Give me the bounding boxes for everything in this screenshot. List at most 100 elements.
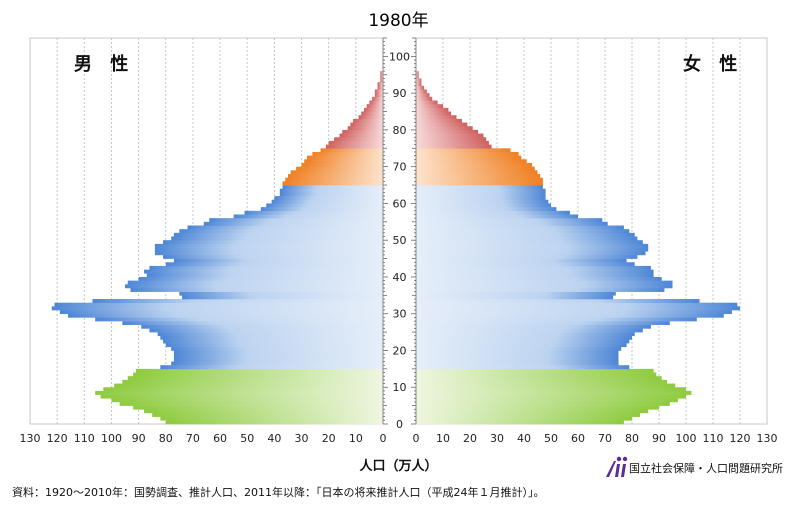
x-tick-female-70: 70 xyxy=(598,432,612,445)
bar-male-age-45 xyxy=(163,254,383,259)
chart-title: 1980年 xyxy=(368,11,429,31)
bar-male-age-16 xyxy=(171,361,383,366)
bar-female-age-95 xyxy=(416,71,419,76)
value-axis: 0 0 10 10 20 20 30 30 40 40 50 50 60 60 70 70 80 80 90 90 10… xyxy=(20,432,778,445)
organization-logo: 国立社会保障・人口問題研究所 xyxy=(604,455,784,479)
bar-male-age-59 xyxy=(266,203,383,208)
bar-female-age-3 xyxy=(416,409,649,414)
x-tick-male-110: 110 xyxy=(74,432,95,445)
bar-female-age-71 xyxy=(416,159,527,164)
bar-male-age-5 xyxy=(119,401,383,406)
bar-male-age-13 xyxy=(133,372,383,377)
bar-male-age-48 xyxy=(154,243,383,248)
x-tick-male-10: 10 xyxy=(349,432,363,445)
bar-male-age-51 xyxy=(173,232,383,237)
bar-female-age-19 xyxy=(416,350,619,355)
bar-female-age-43 xyxy=(416,262,635,267)
bar-female-age-2 xyxy=(416,412,641,417)
bar-male-age-84 xyxy=(361,111,383,116)
bar-female-age-29 xyxy=(416,313,724,318)
bar-female-age-11 xyxy=(416,379,668,384)
x-tick-male-100: 100 xyxy=(101,432,122,445)
bar-male-age-91 xyxy=(377,85,383,90)
bar-male-age-61 xyxy=(274,196,383,201)
bar-male-age-28 xyxy=(95,317,384,322)
bar-female-age-8 xyxy=(416,390,692,395)
bar-female-age-68 xyxy=(416,170,538,175)
bar-female-age-21 xyxy=(416,343,627,348)
x-tick-male-120: 120 xyxy=(47,432,68,445)
bar-male-age-60 xyxy=(271,199,383,204)
bar-female-age-54 xyxy=(416,221,608,226)
bar-male-age-81 xyxy=(350,122,383,127)
bar-female-age-22 xyxy=(416,339,630,344)
bar-male-age-55 xyxy=(209,218,383,223)
bar-female-age-63 xyxy=(416,188,546,193)
bar-female-age-64 xyxy=(416,185,543,190)
bar-female-age-58 xyxy=(416,207,557,212)
bar-female-age-41 xyxy=(416,269,654,274)
bar-female-age-28 xyxy=(416,317,697,322)
bar-male-age-15 xyxy=(160,365,383,370)
bar-female-age-27 xyxy=(416,321,670,326)
bar-male-age-14 xyxy=(135,368,383,373)
x-tick-male-70: 70 xyxy=(186,432,200,445)
age-tick-label-70: 70 xyxy=(393,161,407,174)
bar-female-age-49 xyxy=(416,240,643,245)
x-tick-male-50: 50 xyxy=(240,432,254,445)
x-tick-male-40: 40 xyxy=(267,432,281,445)
bar-male-age-29 xyxy=(68,313,383,318)
bar-male-age-27 xyxy=(122,321,384,326)
x-tick-female-120: 120 xyxy=(730,432,751,445)
bar-female-age-75 xyxy=(416,144,492,149)
bar-female-age-44 xyxy=(416,258,627,263)
x-tick-male-90: 90 xyxy=(132,432,146,445)
bar-male-age-67 xyxy=(287,174,383,178)
female-label: 女 性 xyxy=(683,54,744,75)
bar-female-age-36 xyxy=(416,287,665,292)
bar-female-age-78 xyxy=(416,133,484,138)
bar-male-age-64 xyxy=(282,185,383,190)
bar-female-age-16 xyxy=(416,361,619,366)
age-tick-label-90: 90 xyxy=(393,87,407,100)
bar-male-age-19 xyxy=(173,350,383,355)
bar-female-age-46 xyxy=(416,251,646,256)
bar-male-age-89 xyxy=(374,93,383,98)
bar-female-age-93 xyxy=(416,78,422,83)
bar-male-age-65 xyxy=(282,181,383,186)
bar-male-age-53 xyxy=(187,225,383,230)
bar-female-age-70 xyxy=(416,162,533,167)
ipss-logo-icon xyxy=(606,456,628,477)
bar-female-age-87 xyxy=(416,100,438,105)
bar-female-age-76 xyxy=(416,140,489,145)
bar-male-age-79 xyxy=(342,129,383,134)
bar-female-age-1 xyxy=(416,416,632,421)
bar-male-age-38 xyxy=(127,280,383,285)
x-tick-male-20: 20 xyxy=(322,432,336,445)
bar-female-age-67 xyxy=(416,174,541,178)
x-tick-female-10: 10 xyxy=(436,432,450,445)
male-bars xyxy=(51,71,384,425)
bar-male-age-68 xyxy=(290,170,383,175)
bar-female-age-85 xyxy=(416,107,449,112)
organization-name: 国立社会保障・人口問題研究所 xyxy=(629,462,783,475)
bar-female-age-88 xyxy=(416,96,433,101)
age-tick-label-100: 100 xyxy=(389,50,410,63)
bar-female-age-77 xyxy=(416,137,487,142)
bar-female-age-61 xyxy=(416,196,546,201)
bar-female-age-91 xyxy=(416,85,425,90)
x-tick-female-20: 20 xyxy=(463,432,477,445)
bar-male-age-82 xyxy=(353,118,383,123)
bar-male-age-12 xyxy=(127,376,383,381)
bar-male-age-95 xyxy=(380,71,383,76)
bar-male-age-83 xyxy=(358,115,383,120)
bar-female-age-12 xyxy=(416,376,662,381)
bar-male-age-42 xyxy=(149,265,383,270)
bar-male-age-6 xyxy=(111,398,383,403)
bar-male-age-33 xyxy=(92,299,383,303)
age-tick-label-30: 30 xyxy=(393,308,407,321)
age-tick-label-50: 50 xyxy=(393,234,407,247)
bar-male-age-57 xyxy=(244,210,383,215)
x-tick-female-30: 30 xyxy=(490,432,504,445)
